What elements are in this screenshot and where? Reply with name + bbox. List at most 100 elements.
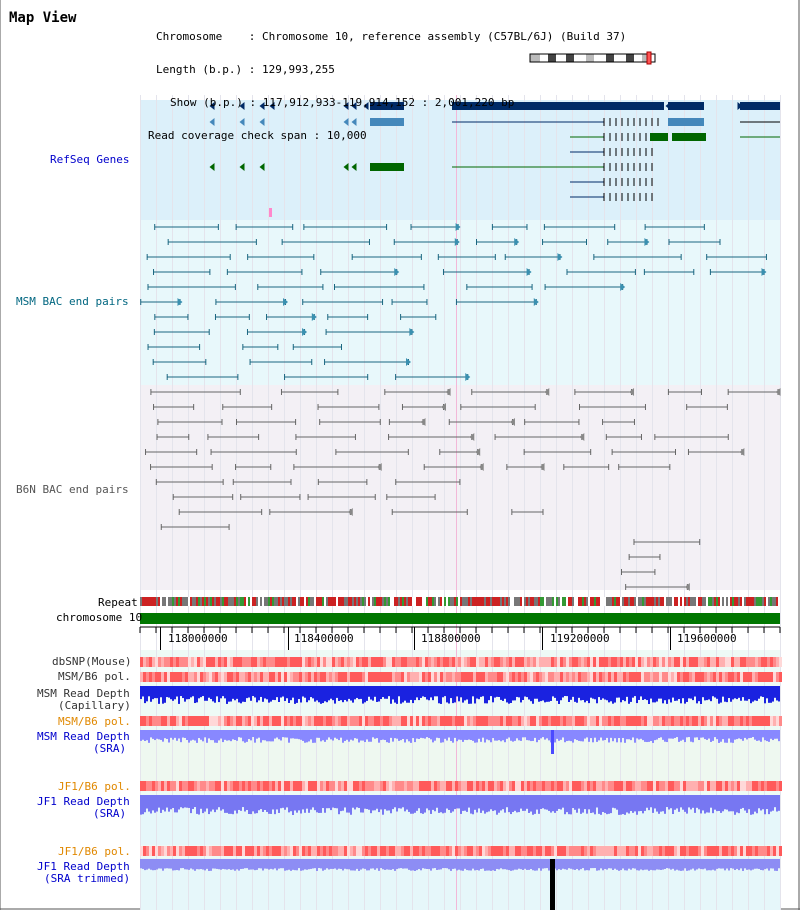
- repeat-block: [776, 597, 778, 606]
- depth-bar: [352, 730, 354, 741]
- pol-cell: [713, 672, 716, 682]
- depth-bar: [510, 686, 512, 703]
- pol-cell: [425, 716, 428, 726]
- pol-cell: [242, 672, 245, 682]
- depth-bar: [566, 686, 568, 697]
- pol-cell: [170, 846, 173, 856]
- depth-bar: [378, 859, 380, 871]
- depth-bar: [606, 795, 608, 815]
- depth-bar: [192, 686, 194, 697]
- track-label-refseq[interactable]: RefSeq Genes: [50, 153, 130, 166]
- depth-bar: [598, 730, 600, 741]
- depth-bar: [542, 859, 544, 869]
- depth-bar: [722, 795, 724, 812]
- depth-bar: [178, 730, 180, 739]
- pol-cell: [140, 781, 143, 791]
- depth-bar: [310, 859, 312, 869]
- track-label-msm-bac[interactable]: MSM BAC end pairs: [16, 295, 129, 308]
- depth-bar: [562, 859, 564, 869]
- pol-cell: [668, 716, 671, 726]
- pol-cell: [176, 781, 179, 791]
- pol-cell: [245, 716, 248, 726]
- depth-bar: [590, 686, 592, 698]
- depth-bar: [290, 795, 292, 812]
- pol-cell: [257, 846, 260, 856]
- repeat-block: [152, 597, 154, 606]
- depth-bar: [640, 686, 642, 697]
- pol-cell: [539, 716, 542, 726]
- repeat-block: [588, 597, 590, 606]
- depth-bar: [256, 859, 258, 870]
- pol-cell: [701, 672, 704, 682]
- pol-cell: [266, 846, 269, 856]
- repeat-block: [486, 597, 488, 606]
- depth-bar: [596, 859, 598, 871]
- depth-bar: [538, 859, 540, 869]
- pol-cell: [500, 716, 503, 726]
- pol-cell: [722, 846, 725, 856]
- repeat-block: [318, 597, 320, 606]
- pol-cell: [734, 657, 737, 667]
- repeat-block: [166, 597, 168, 606]
- pol-cell: [647, 672, 650, 682]
- repeat-block: [306, 597, 308, 606]
- depth-bar: [354, 795, 356, 810]
- depth-bar: [194, 730, 196, 741]
- depth-bar: [730, 730, 732, 743]
- pol-cell: [767, 781, 770, 791]
- depth-bar: [278, 686, 280, 703]
- depth-bar: [488, 859, 490, 871]
- depth-bar: [564, 686, 566, 697]
- pol-cell: [218, 657, 221, 667]
- depth-bar: [202, 730, 204, 742]
- pol-cell: [491, 672, 494, 682]
- depth-bar: [680, 730, 682, 741]
- pol-cell: [680, 846, 683, 856]
- depth-bar: [402, 686, 404, 703]
- track-label-b6n-bac[interactable]: B6N BAC end pairs: [16, 483, 129, 496]
- repeat-block: [172, 597, 174, 606]
- b6n-bac-arrow: [475, 448, 481, 456]
- pol-cell: [755, 657, 758, 667]
- depth-bar: [236, 859, 238, 870]
- depth-bar: [562, 686, 564, 698]
- depth-bar: [288, 686, 290, 703]
- depth-bar: [764, 859, 766, 870]
- depth-bar: [454, 859, 456, 869]
- depth-bar: [554, 730, 556, 743]
- depth-bar: [630, 730, 632, 741]
- depth-bar: [430, 730, 432, 740]
- depth-bar: [658, 686, 660, 699]
- pol-cell: [269, 846, 272, 856]
- depth-bar: [702, 859, 704, 870]
- pol-cell: [437, 716, 440, 726]
- depth-bar: [698, 859, 700, 869]
- depth-bar: [150, 795, 152, 814]
- depth-bar: [442, 730, 444, 743]
- depth-bar: [304, 686, 306, 698]
- depth-bar: [298, 686, 300, 700]
- pol-cell: [473, 781, 476, 791]
- repeat-block: [616, 597, 618, 606]
- depth-bar: [142, 730, 144, 740]
- pol-cell: [359, 716, 362, 726]
- repeat-block: [694, 597, 696, 606]
- depth-bar: [388, 686, 390, 697]
- pol-cell: [464, 672, 467, 682]
- pol-cell: [656, 657, 659, 667]
- pol-cell: [482, 716, 485, 726]
- depth-bar: [270, 859, 272, 869]
- depth-bar: [296, 686, 298, 703]
- depth-bar: [330, 795, 332, 811]
- pol-cell: [773, 657, 776, 667]
- repeat-block: [300, 597, 302, 606]
- repeat-block: [578, 597, 580, 606]
- pol-cell: [653, 657, 656, 667]
- depth-bar: [548, 730, 550, 741]
- depth-bar: [666, 859, 668, 869]
- pol-cell: [596, 657, 599, 667]
- depth-bar: [584, 795, 586, 810]
- pol-cell: [353, 657, 356, 667]
- depth-bar: [272, 795, 274, 810]
